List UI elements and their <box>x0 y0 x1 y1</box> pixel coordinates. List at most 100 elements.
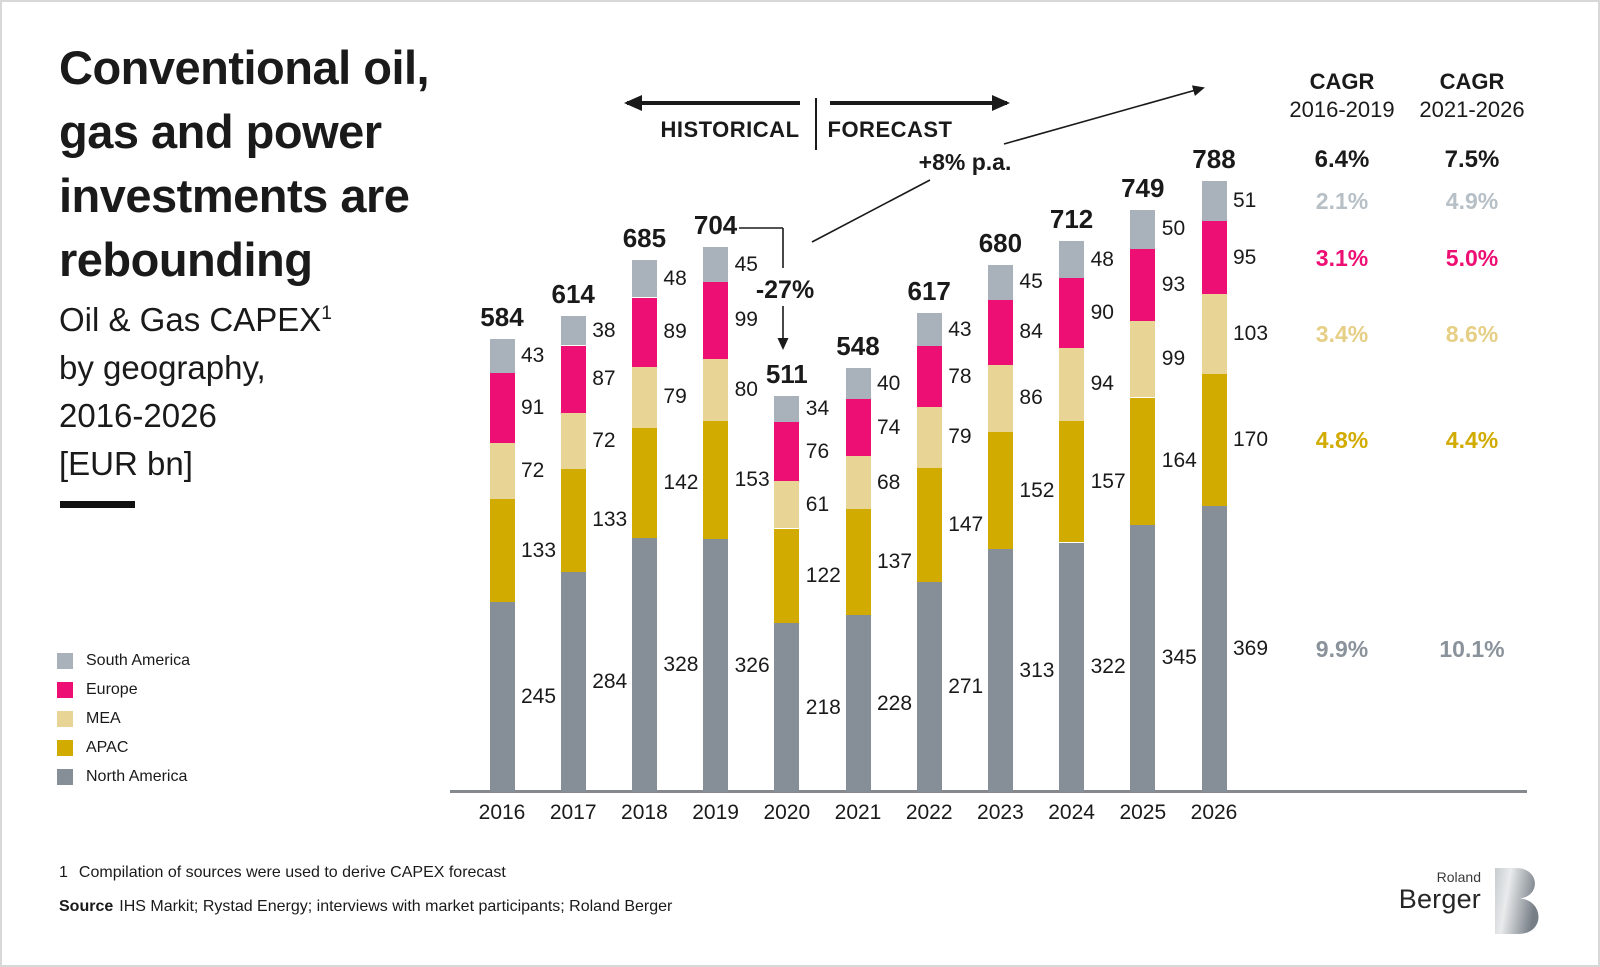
source-label: Source <box>59 898 114 915</box>
bar-segment-mea-2026 <box>1201 294 1227 375</box>
bar-segment-south-america-2017 <box>560 316 586 346</box>
bar-segment-north-america-2019 <box>703 539 729 793</box>
europe-color-chip-icon <box>57 682 73 698</box>
south-america-color-chip-icon <box>57 653 73 669</box>
logo-roland-text: Roland <box>1436 869 1481 885</box>
x-axis-label: 2017 <box>549 801 597 824</box>
roland-berger-logo: Roland Berger <box>1399 869 1481 915</box>
cagr-header-2021-2026: CAGR 2021-2026 <box>1382 68 1562 123</box>
source-text: IHS Markit; Rystad Energy; interviews wi… <box>119 898 673 915</box>
legend-label: Europe <box>86 681 138 698</box>
subtitle-line: by geography, <box>59 348 266 386</box>
bar-segment-europe-2018 <box>631 297 657 367</box>
title-underline <box>60 501 135 508</box>
legend-item-apac: APAC <box>57 739 190 757</box>
bar-segment-europe-2022 <box>916 346 942 407</box>
cagr-title: CAGR <box>1309 69 1375 94</box>
bar-total-label: 788 <box>1192 144 1236 175</box>
legend-item-north-america: North America <box>57 768 190 786</box>
bar-segment-europe-2023 <box>987 299 1013 365</box>
legend-label: MEA <box>86 710 121 727</box>
segment-value-label: 48 <box>663 266 687 290</box>
chart-legend: South America Europe MEA APAC North America <box>57 652 190 797</box>
segment-value-label: 78 <box>948 364 972 388</box>
segment-value-label: 164 <box>1161 449 1197 473</box>
segment-value-label: 218 <box>805 695 841 719</box>
title-line: Conventional oil, <box>59 41 430 94</box>
segment-value-label: 99 <box>734 308 758 332</box>
x-axis-label: 2024 <box>1048 801 1095 824</box>
bar-total-label: 511 <box>765 359 808 389</box>
footnote: 1 Compilation of sources were used to de… <box>59 864 506 882</box>
segment-value-label: 51 <box>1233 189 1257 213</box>
mea-color-chip-icon <box>57 711 73 727</box>
segment-value-label: 79 <box>948 425 972 449</box>
bar-segment-north-america-2018 <box>631 537 657 792</box>
segment-value-label: 271 <box>948 675 984 698</box>
segment-value-label: 68 <box>877 470 901 494</box>
cagr-title: CAGR <box>1439 69 1505 94</box>
segment-value-label: 91 <box>521 396 545 419</box>
cagr-value: 4.8% <box>1315 427 1369 454</box>
cagr-value: 5.0% <box>1445 244 1499 271</box>
segment-value-label: 345 <box>1161 646 1197 670</box>
segment-value-label: 38 <box>592 318 616 342</box>
segment-value-label: 103 <box>1233 322 1269 346</box>
x-axis-label: 2016 <box>478 801 526 824</box>
segment-value-label: 245 <box>521 685 557 709</box>
bar-segment-north-america-2023 <box>987 549 1013 792</box>
x-axis-label: 2026 <box>1190 801 1238 824</box>
footnote-text: Compilation of sources were used to deri… <box>78 864 506 881</box>
segment-value-label: 93 <box>1161 272 1186 296</box>
segment-value-label: 313 <box>1019 658 1055 682</box>
segment-value-label: 328 <box>663 652 699 676</box>
segment-value-label: 284 <box>592 669 628 693</box>
bar-segment-apac-2022 <box>916 468 942 582</box>
segment-value-label: 86 <box>1019 386 1043 410</box>
legend-item-europe: Europe <box>57 681 190 699</box>
subtitle-line: 2016-2026 <box>59 396 217 434</box>
x-axis-label: 2023 <box>977 801 1024 824</box>
bar-segment-europe-2025 <box>1130 248 1156 321</box>
bar-total-label: 749 <box>1121 173 1165 203</box>
bar-segment-apac-2018 <box>631 427 657 538</box>
bar-segment-mea-2024 <box>1059 347 1085 421</box>
bar-segment-mea-2018 <box>631 366 657 428</box>
bar-segment-south-america-2019 <box>703 247 729 283</box>
bar-segment-mea-2017 <box>560 413 586 469</box>
bar-segment-south-america-2016 <box>489 339 515 373</box>
segment-value-label: 137 <box>877 550 913 574</box>
bar-segment-south-america-2022 <box>916 313 942 347</box>
segment-value-label: 133 <box>521 538 557 562</box>
segment-value-label: 50 <box>1161 217 1186 241</box>
footnote-marker: 1 <box>59 864 68 881</box>
roland-berger-b-icon <box>1495 868 1539 934</box>
x-axis-label: 2019 <box>692 801 739 824</box>
segment-value-label: 43 <box>948 317 972 341</box>
segment-value-label: 45 <box>1019 270 1043 294</box>
segment-value-label: 74 <box>877 415 901 439</box>
cagr-value: 10.1% <box>1439 636 1505 662</box>
bar-segment-south-america-2023 <box>987 265 1013 300</box>
bar-segment-north-america-2016 <box>489 602 515 792</box>
bar-segment-europe-2016 <box>489 372 515 444</box>
segment-value-label: 90 <box>1090 301 1114 325</box>
bar-segment-north-america-2024 <box>1059 542 1085 793</box>
segment-value-label: 94 <box>1090 372 1114 396</box>
bar-segment-north-america-2025 <box>1130 524 1156 792</box>
cagr-value: 4.9% <box>1445 188 1499 215</box>
bar-segment-europe-2020 <box>774 422 800 482</box>
drop-rate-label: -27% <box>755 276 815 304</box>
segment-value-label: 322 <box>1090 655 1126 679</box>
bar-segment-apac-2017 <box>560 468 586 572</box>
title-line: gas and power <box>59 104 382 158</box>
legend-label: South America <box>86 652 191 669</box>
bar-segment-mea-2016 <box>489 443 515 500</box>
historical-label: HISTORICAL <box>660 117 800 142</box>
cagr-value: 8.6% <box>1445 321 1499 348</box>
bar-segment-europe-2024 <box>1059 278 1085 348</box>
cagr-value: 2.1% <box>1315 188 1369 215</box>
chart-subtitle: Oil & Gas CAPEX1 by geography, 2016-2026… <box>59 296 332 487</box>
segment-value-label: 48 <box>1090 247 1114 271</box>
